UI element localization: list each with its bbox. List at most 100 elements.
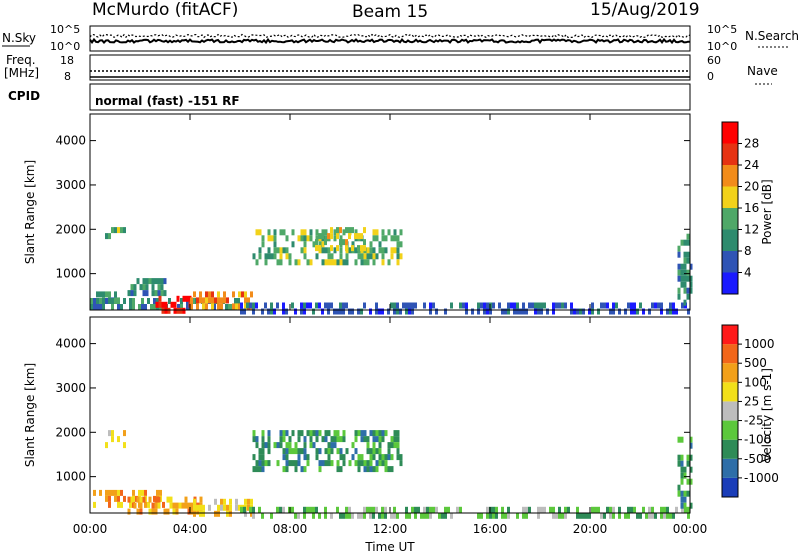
data-cell [324, 302, 327, 309]
colorbar-tick-label: 8 [744, 244, 752, 258]
data-cell [525, 512, 528, 519]
data-cell [255, 460, 259, 467]
data-cell [677, 269, 681, 276]
data-cell [495, 512, 498, 519]
data-cell [327, 430, 331, 437]
data-cell [333, 308, 336, 315]
data-cell [255, 302, 258, 309]
data-cell [612, 512, 615, 519]
data-cell [357, 512, 360, 519]
data-cell [306, 454, 310, 461]
data-cell [689, 502, 693, 509]
data-cell [558, 302, 561, 309]
data-cell [686, 269, 690, 276]
data-cell [686, 478, 690, 485]
data-cell [211, 297, 214, 304]
data-cell [267, 436, 271, 443]
nave-tick-bottom: 0 [707, 70, 714, 83]
data-cell [633, 506, 636, 513]
data-cell [381, 253, 385, 260]
data-cell [330, 253, 334, 260]
data-cell [164, 307, 168, 314]
data-cell [151, 508, 155, 515]
colorbar-tick-label: -100 [744, 433, 771, 447]
data-cell [285, 448, 289, 455]
data-cell [114, 291, 117, 298]
freq-tick-bottom: 8 [64, 70, 71, 83]
data-cell [196, 303, 199, 310]
data-cell [96, 291, 99, 298]
data-cell [158, 295, 162, 302]
data-cell [330, 460, 334, 467]
data-cell [306, 302, 309, 309]
data-cell [238, 303, 241, 310]
data-cell [375, 506, 378, 513]
data-cell [105, 489, 108, 496]
data-cell [680, 502, 684, 509]
data-cell [357, 233, 360, 240]
data-cell [315, 448, 319, 455]
data-cell [285, 253, 289, 260]
data-cell [202, 297, 205, 304]
data-cell [117, 495, 120, 502]
colorbar-swatch [722, 344, 738, 364]
data-cell [372, 442, 376, 449]
data-cell [303, 454, 307, 461]
data-cell [294, 466, 298, 473]
data-cell [396, 448, 400, 455]
data-cell [686, 251, 690, 258]
data-cell [273, 241, 277, 248]
data-cell [199, 510, 202, 517]
data-cell [232, 291, 235, 298]
data-cell [555, 512, 558, 519]
data-cell [429, 308, 432, 315]
colorbar-swatch [722, 186, 738, 208]
data-cell [677, 454, 681, 461]
data-cell [244, 291, 247, 298]
cpid-label: CPID [8, 89, 40, 103]
data-cell [261, 436, 265, 443]
data-cell [680, 466, 684, 473]
data-cell [504, 512, 507, 519]
data-cell [689, 275, 693, 282]
data-cell [375, 253, 379, 260]
data-cell [158, 301, 162, 308]
data-cell [686, 233, 690, 240]
data-cell [381, 512, 384, 519]
data-cell [384, 506, 387, 513]
data-cell [157, 290, 161, 297]
data-cell [93, 489, 96, 496]
data-cell [618, 506, 621, 513]
data-cell [255, 442, 259, 449]
data-cell [312, 442, 316, 449]
data-cell [208, 297, 211, 304]
data-cell [351, 512, 354, 519]
data-cell [540, 302, 543, 309]
data-cell [369, 512, 372, 519]
data-cell [510, 302, 513, 309]
data-cell [561, 512, 564, 519]
data-cell [111, 430, 114, 437]
data-cell [351, 241, 355, 248]
data-cell [552, 512, 555, 519]
data-cell [144, 304, 147, 310]
data-cell [267, 247, 271, 254]
data-cell [117, 298, 120, 304]
data-cell [564, 302, 567, 309]
data-cell [273, 442, 277, 449]
data-cell [129, 501, 132, 508]
data-cell [345, 245, 348, 252]
data-cell [324, 506, 327, 513]
data-cell [249, 506, 252, 513]
data-cell [258, 466, 262, 473]
data-cell [522, 512, 525, 519]
data-cell [516, 308, 519, 315]
data-cell [261, 466, 265, 473]
nsearch-trace [89, 33, 691, 39]
data-cell [339, 454, 343, 461]
data-cell [683, 263, 687, 270]
data-cell [145, 284, 149, 291]
data-cell [273, 253, 277, 260]
data-cell [680, 490, 684, 497]
data-cell [285, 247, 289, 254]
